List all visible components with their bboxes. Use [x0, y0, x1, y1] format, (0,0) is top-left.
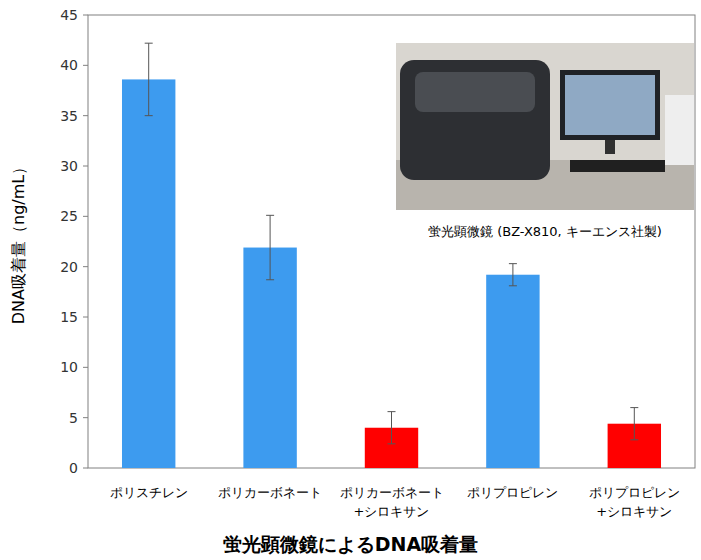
inset-photo	[396, 43, 694, 210]
y-tick	[83, 317, 88, 318]
y-tick-label: 30	[60, 158, 78, 174]
bars	[122, 43, 661, 468]
x-tick-label: ポリプロピレン	[467, 485, 558, 500]
error-bar	[509, 264, 517, 286]
y-tick-label: 20	[60, 259, 78, 275]
y-tick	[83, 266, 88, 267]
plot-frame	[88, 15, 695, 468]
y-tick	[83, 417, 88, 418]
y-tick	[83, 468, 88, 469]
bar	[243, 248, 296, 468]
y-tick-label: 0	[69, 460, 78, 476]
y-tick	[83, 166, 88, 167]
y-tick	[83, 15, 88, 16]
y-tick	[83, 65, 88, 66]
y-tick	[83, 216, 88, 217]
y-tick	[83, 367, 88, 368]
bar	[486, 275, 539, 468]
error-bar	[630, 408, 638, 440]
y-tick-label: 40	[60, 57, 78, 73]
y-tick-label: 45	[60, 7, 78, 23]
x-tick-label: ポリカーボネート+シロキサン	[340, 485, 444, 519]
error-bar	[145, 43, 153, 115]
x-tick-label: ポリカーボネート	[218, 485, 322, 500]
y-axis-title: DNA吸着量（ng/mL）	[9, 159, 28, 324]
y-tick-label: 5	[69, 410, 78, 426]
y-tick-label: 15	[60, 309, 78, 325]
y-tick-label: 35	[60, 108, 78, 124]
annotation: 蛍光顕微鏡 (BZ-X810, キーエンス社製)	[428, 224, 662, 239]
y-tick-label: 25	[60, 208, 78, 224]
chart: 0 5 10 15 20 25 30 35 40 45 蛍光顕微鏡 (BZ-X810, キーエンス社…	[0, 0, 701, 560]
title: 蛍光顕微鏡によるDNA吸着量	[223, 533, 478, 555]
x-tick-label: ポリスチレン	[110, 485, 188, 500]
y-tick-label: 10	[60, 359, 78, 375]
error-bar	[388, 412, 396, 444]
y-tick	[83, 115, 88, 116]
x-tick-label: ポリプロピレン+シロキサン	[589, 485, 680, 519]
error-bar	[266, 215, 274, 279]
bar	[122, 79, 175, 468]
